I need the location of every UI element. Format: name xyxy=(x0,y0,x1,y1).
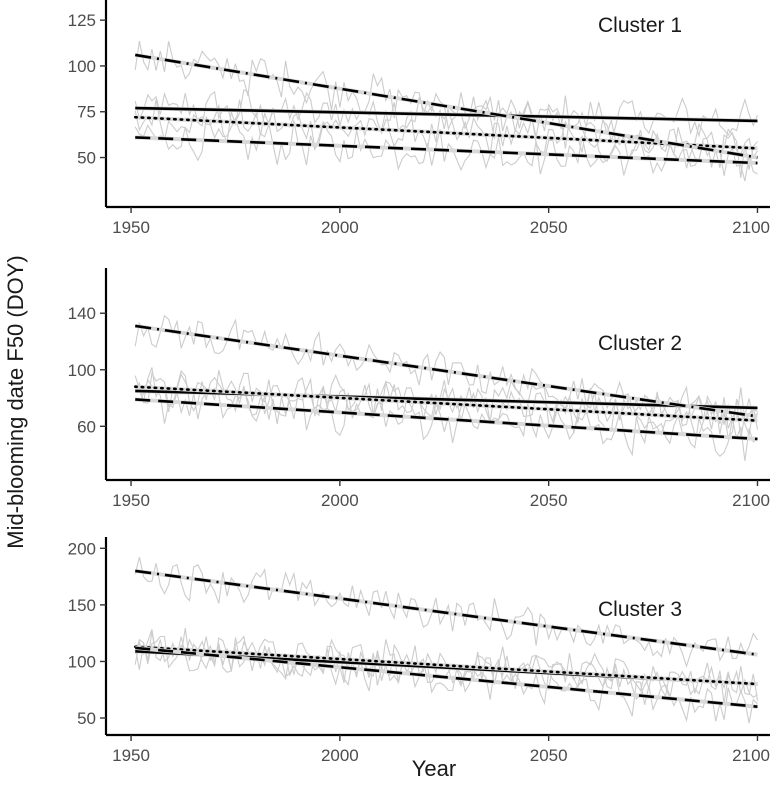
trend-line-dotted xyxy=(133,115,759,150)
x-tick-label: 2000 xyxy=(321,491,359,510)
y-tick-label: 100 xyxy=(68,57,96,76)
trend-line-dashed xyxy=(135,136,758,165)
ensemble-trace xyxy=(134,378,758,461)
trend-line-solid xyxy=(135,106,758,123)
x-tick-label: 2000 xyxy=(321,218,359,237)
trend-line-dotted xyxy=(133,645,759,686)
y-axis-title: Mid-blooming date F50 (DOY) xyxy=(3,255,28,548)
ensemble-trace xyxy=(134,40,758,178)
trend-line-dashed xyxy=(135,646,758,709)
x-tick-label: 1950 xyxy=(112,218,150,237)
x-tick-label: 2000 xyxy=(321,746,359,765)
x-tick-label: 2100 xyxy=(732,491,770,510)
ensemble-trace xyxy=(134,635,759,702)
y-tick-label: 150 xyxy=(68,596,96,615)
x-axis-title: Year xyxy=(412,756,456,781)
y-tick-label: 75 xyxy=(77,103,96,122)
chart-panel: 50 75 100 125 1950 2000 2050 2100 Cluster 1 xyxy=(68,0,770,237)
panel-title: Cluster 3 xyxy=(598,598,682,621)
chart-panel: 50 100 150 200 1950 2000 2050 2100 Cluster 3 xyxy=(68,537,770,765)
y-tick-label: 125 xyxy=(68,11,96,30)
chart-panel: 60 100 140 1950 2000 2050 2100 Cluster 2 xyxy=(68,268,770,510)
x-tick-label: 1950 xyxy=(112,491,150,510)
x-tick-label: 2100 xyxy=(732,746,770,765)
y-tick-label: 200 xyxy=(68,539,96,558)
y-tick-label: 60 xyxy=(77,417,96,436)
trend-line-dotted xyxy=(133,385,759,422)
x-tick-label: 2100 xyxy=(732,218,770,237)
x-tick-label: 2050 xyxy=(530,218,568,237)
trend-line-dash-dot xyxy=(135,53,758,159)
y-tick-label: 50 xyxy=(77,709,96,728)
ensemble-trace xyxy=(134,115,758,182)
chart-panels: 50 75 100 125 1950 2000 2050 2100 Cluster 1 60 100… xyxy=(68,0,770,765)
y-tick-label: 140 xyxy=(68,304,96,323)
x-tick-label: 1950 xyxy=(112,746,150,765)
y-tick-label: 100 xyxy=(68,652,96,671)
ensemble-trace xyxy=(134,557,758,669)
y-tick-label: 50 xyxy=(77,149,96,168)
trend-line-dashed xyxy=(135,398,758,441)
trend-line-dash-dot xyxy=(135,569,758,656)
panel-title: Cluster 1 xyxy=(598,14,682,37)
ensemble-trace xyxy=(134,367,758,440)
y-tick-label: 100 xyxy=(68,361,96,380)
trend-line-dash-dot xyxy=(135,324,758,418)
x-tick-label: 2050 xyxy=(530,746,568,765)
x-tick-label: 2050 xyxy=(530,491,568,510)
panel-title: Cluster 2 xyxy=(598,332,682,355)
